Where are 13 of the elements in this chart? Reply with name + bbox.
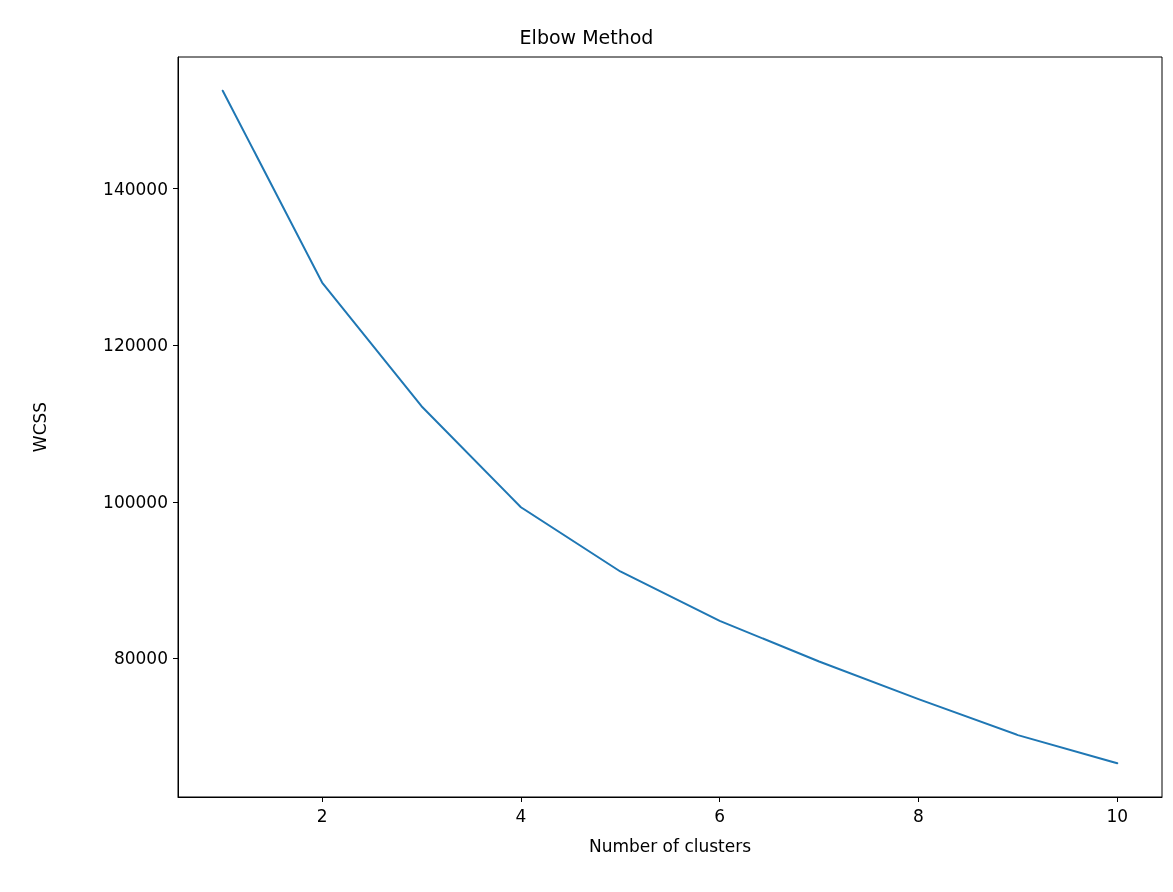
chart-title: Elbow Method bbox=[519, 25, 654, 48]
x-axis-title: Number of clusters bbox=[588, 835, 752, 856]
x-tick-label: 8 bbox=[913, 805, 924, 826]
y-axis-title: WCSS bbox=[29, 401, 50, 453]
y-tick-label: 140000 bbox=[103, 178, 168, 199]
y-tick-label: 120000 bbox=[103, 335, 168, 356]
line-series bbox=[221, 89, 1119, 765]
y-tick-label: 80000 bbox=[113, 648, 168, 669]
y-tick-label: 100000 bbox=[103, 491, 168, 512]
x-tick-label: 10 bbox=[1106, 805, 1129, 826]
x-tick-label: 6 bbox=[714, 805, 726, 826]
x-tick-label: 4 bbox=[515, 805, 527, 826]
x-tick-label: 2 bbox=[316, 805, 328, 826]
